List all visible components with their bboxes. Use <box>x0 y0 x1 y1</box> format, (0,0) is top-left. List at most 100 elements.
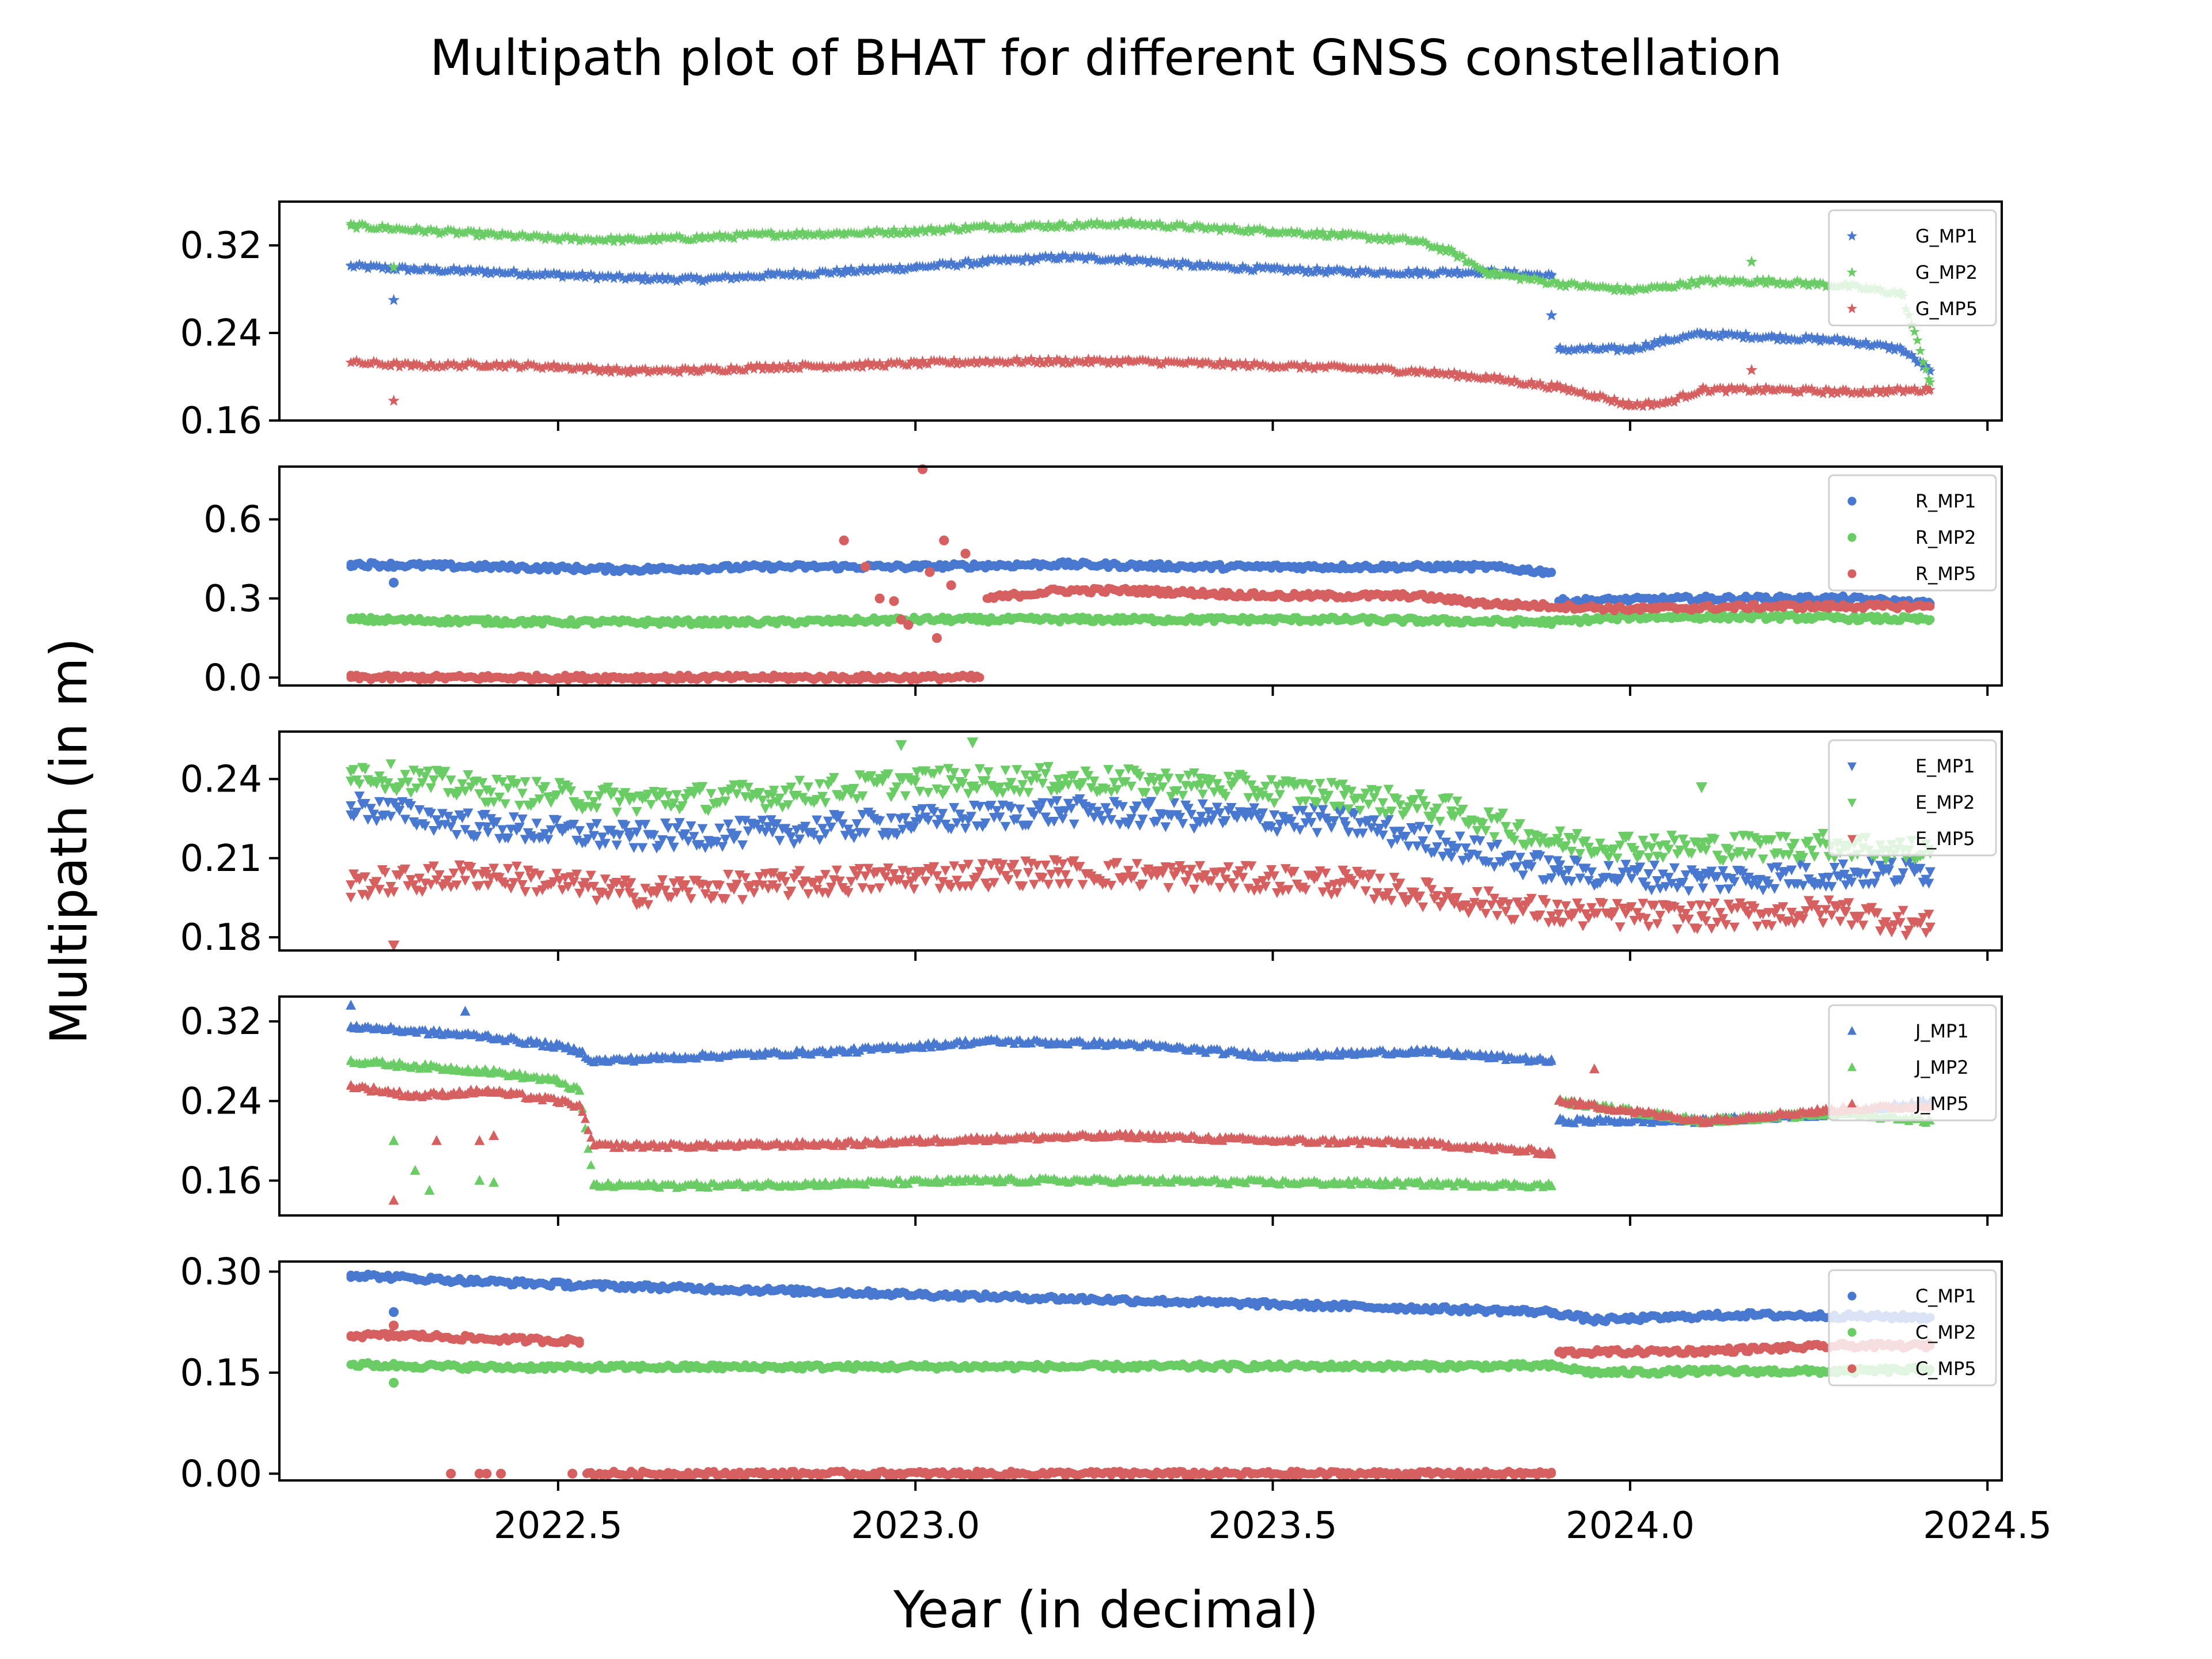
data-point <box>1357 828 1368 839</box>
legend-label: G_MP2 <box>1915 262 1978 283</box>
data-point <box>1034 219 1046 230</box>
data-point <box>695 232 707 243</box>
data-point <box>1360 789 1371 799</box>
data-point <box>814 876 825 886</box>
data-point <box>1312 828 1323 838</box>
data-point <box>1547 567 1556 577</box>
data-point <box>1592 846 1603 857</box>
data-point <box>917 355 928 366</box>
data-point <box>1403 265 1414 275</box>
series-R_MP2 <box>346 610 1935 630</box>
data-point <box>1211 360 1222 370</box>
data-point <box>1066 804 1077 814</box>
data-point <box>820 870 831 880</box>
data-point <box>1268 591 1278 600</box>
data-point <box>585 234 597 244</box>
data-point <box>1412 804 1423 814</box>
data-point <box>794 775 805 786</box>
data-point <box>794 363 805 374</box>
data-point <box>1326 778 1337 788</box>
data-point <box>825 823 836 833</box>
data-point <box>1126 215 1137 226</box>
data-point <box>1718 856 1729 866</box>
data-point <box>1338 779 1349 790</box>
data-point <box>894 875 905 885</box>
data-point <box>1029 218 1040 229</box>
data-point <box>1223 358 1234 369</box>
data-point <box>931 356 942 366</box>
data-point <box>671 790 682 800</box>
data-point <box>1196 222 1207 233</box>
data-point <box>1431 369 1442 379</box>
data-point <box>431 263 442 273</box>
data-point <box>1357 267 1368 277</box>
data-point <box>1109 253 1120 264</box>
data-point <box>597 270 608 281</box>
data-point <box>1817 829 1828 839</box>
data-point <box>994 782 1005 793</box>
data-point <box>1452 252 1463 262</box>
data-point <box>757 272 768 282</box>
data-point <box>1520 272 1531 282</box>
data-point <box>417 226 428 236</box>
data-point <box>757 816 768 826</box>
legend-label: R_MP1 <box>1915 490 1976 512</box>
data-point <box>714 272 725 283</box>
data-point <box>789 839 800 849</box>
data-point <box>957 864 968 874</box>
data-point <box>1846 388 1857 399</box>
data-point <box>1712 872 1723 882</box>
data-point <box>1037 873 1048 883</box>
data-point <box>1383 269 1394 279</box>
data-point <box>706 233 717 243</box>
data-point <box>1260 226 1271 236</box>
data-point <box>1895 875 1906 885</box>
data-point <box>382 778 393 789</box>
data-point <box>1583 876 1594 886</box>
data-point <box>1789 334 1800 344</box>
data-point <box>428 264 440 275</box>
data-point <box>1506 850 1517 861</box>
data-point <box>869 357 880 368</box>
data-point <box>1188 262 1200 272</box>
data-point <box>997 356 1008 367</box>
data-point <box>1080 219 1091 230</box>
data-point <box>1706 328 1717 339</box>
data-point <box>1223 260 1234 271</box>
data-point <box>1271 362 1283 373</box>
data-point <box>1718 866 1729 876</box>
data-point <box>1339 817 1350 827</box>
data-point <box>714 823 725 834</box>
outlier-point <box>895 740 907 751</box>
data-point <box>737 229 748 239</box>
data-point <box>1839 870 1850 880</box>
data-point <box>800 230 811 241</box>
data-point <box>1306 228 1317 238</box>
data-point <box>1877 384 1889 395</box>
data-point <box>1077 778 1088 788</box>
data-point <box>808 230 820 240</box>
data-point <box>1294 363 1305 373</box>
data-point <box>662 823 673 834</box>
data-point <box>1626 874 1637 884</box>
data-point <box>448 358 459 368</box>
data-point <box>1300 267 1311 278</box>
data-point <box>445 882 456 892</box>
data-point <box>1053 355 1064 366</box>
data-point <box>1826 388 1837 399</box>
data-point <box>888 358 900 369</box>
data-point <box>1721 275 1732 285</box>
data-point <box>680 880 691 891</box>
data-point <box>1125 586 1134 595</box>
data-point <box>1183 804 1194 814</box>
data-point <box>1660 397 1671 408</box>
data-point <box>1646 885 1657 896</box>
data-point <box>1017 222 1028 233</box>
data-point <box>431 225 442 235</box>
data-point <box>863 357 874 368</box>
data-point <box>883 769 893 779</box>
data-point <box>1343 267 1354 278</box>
data-point <box>1726 853 1737 863</box>
data-point <box>1243 793 1254 803</box>
data-point <box>897 774 908 785</box>
